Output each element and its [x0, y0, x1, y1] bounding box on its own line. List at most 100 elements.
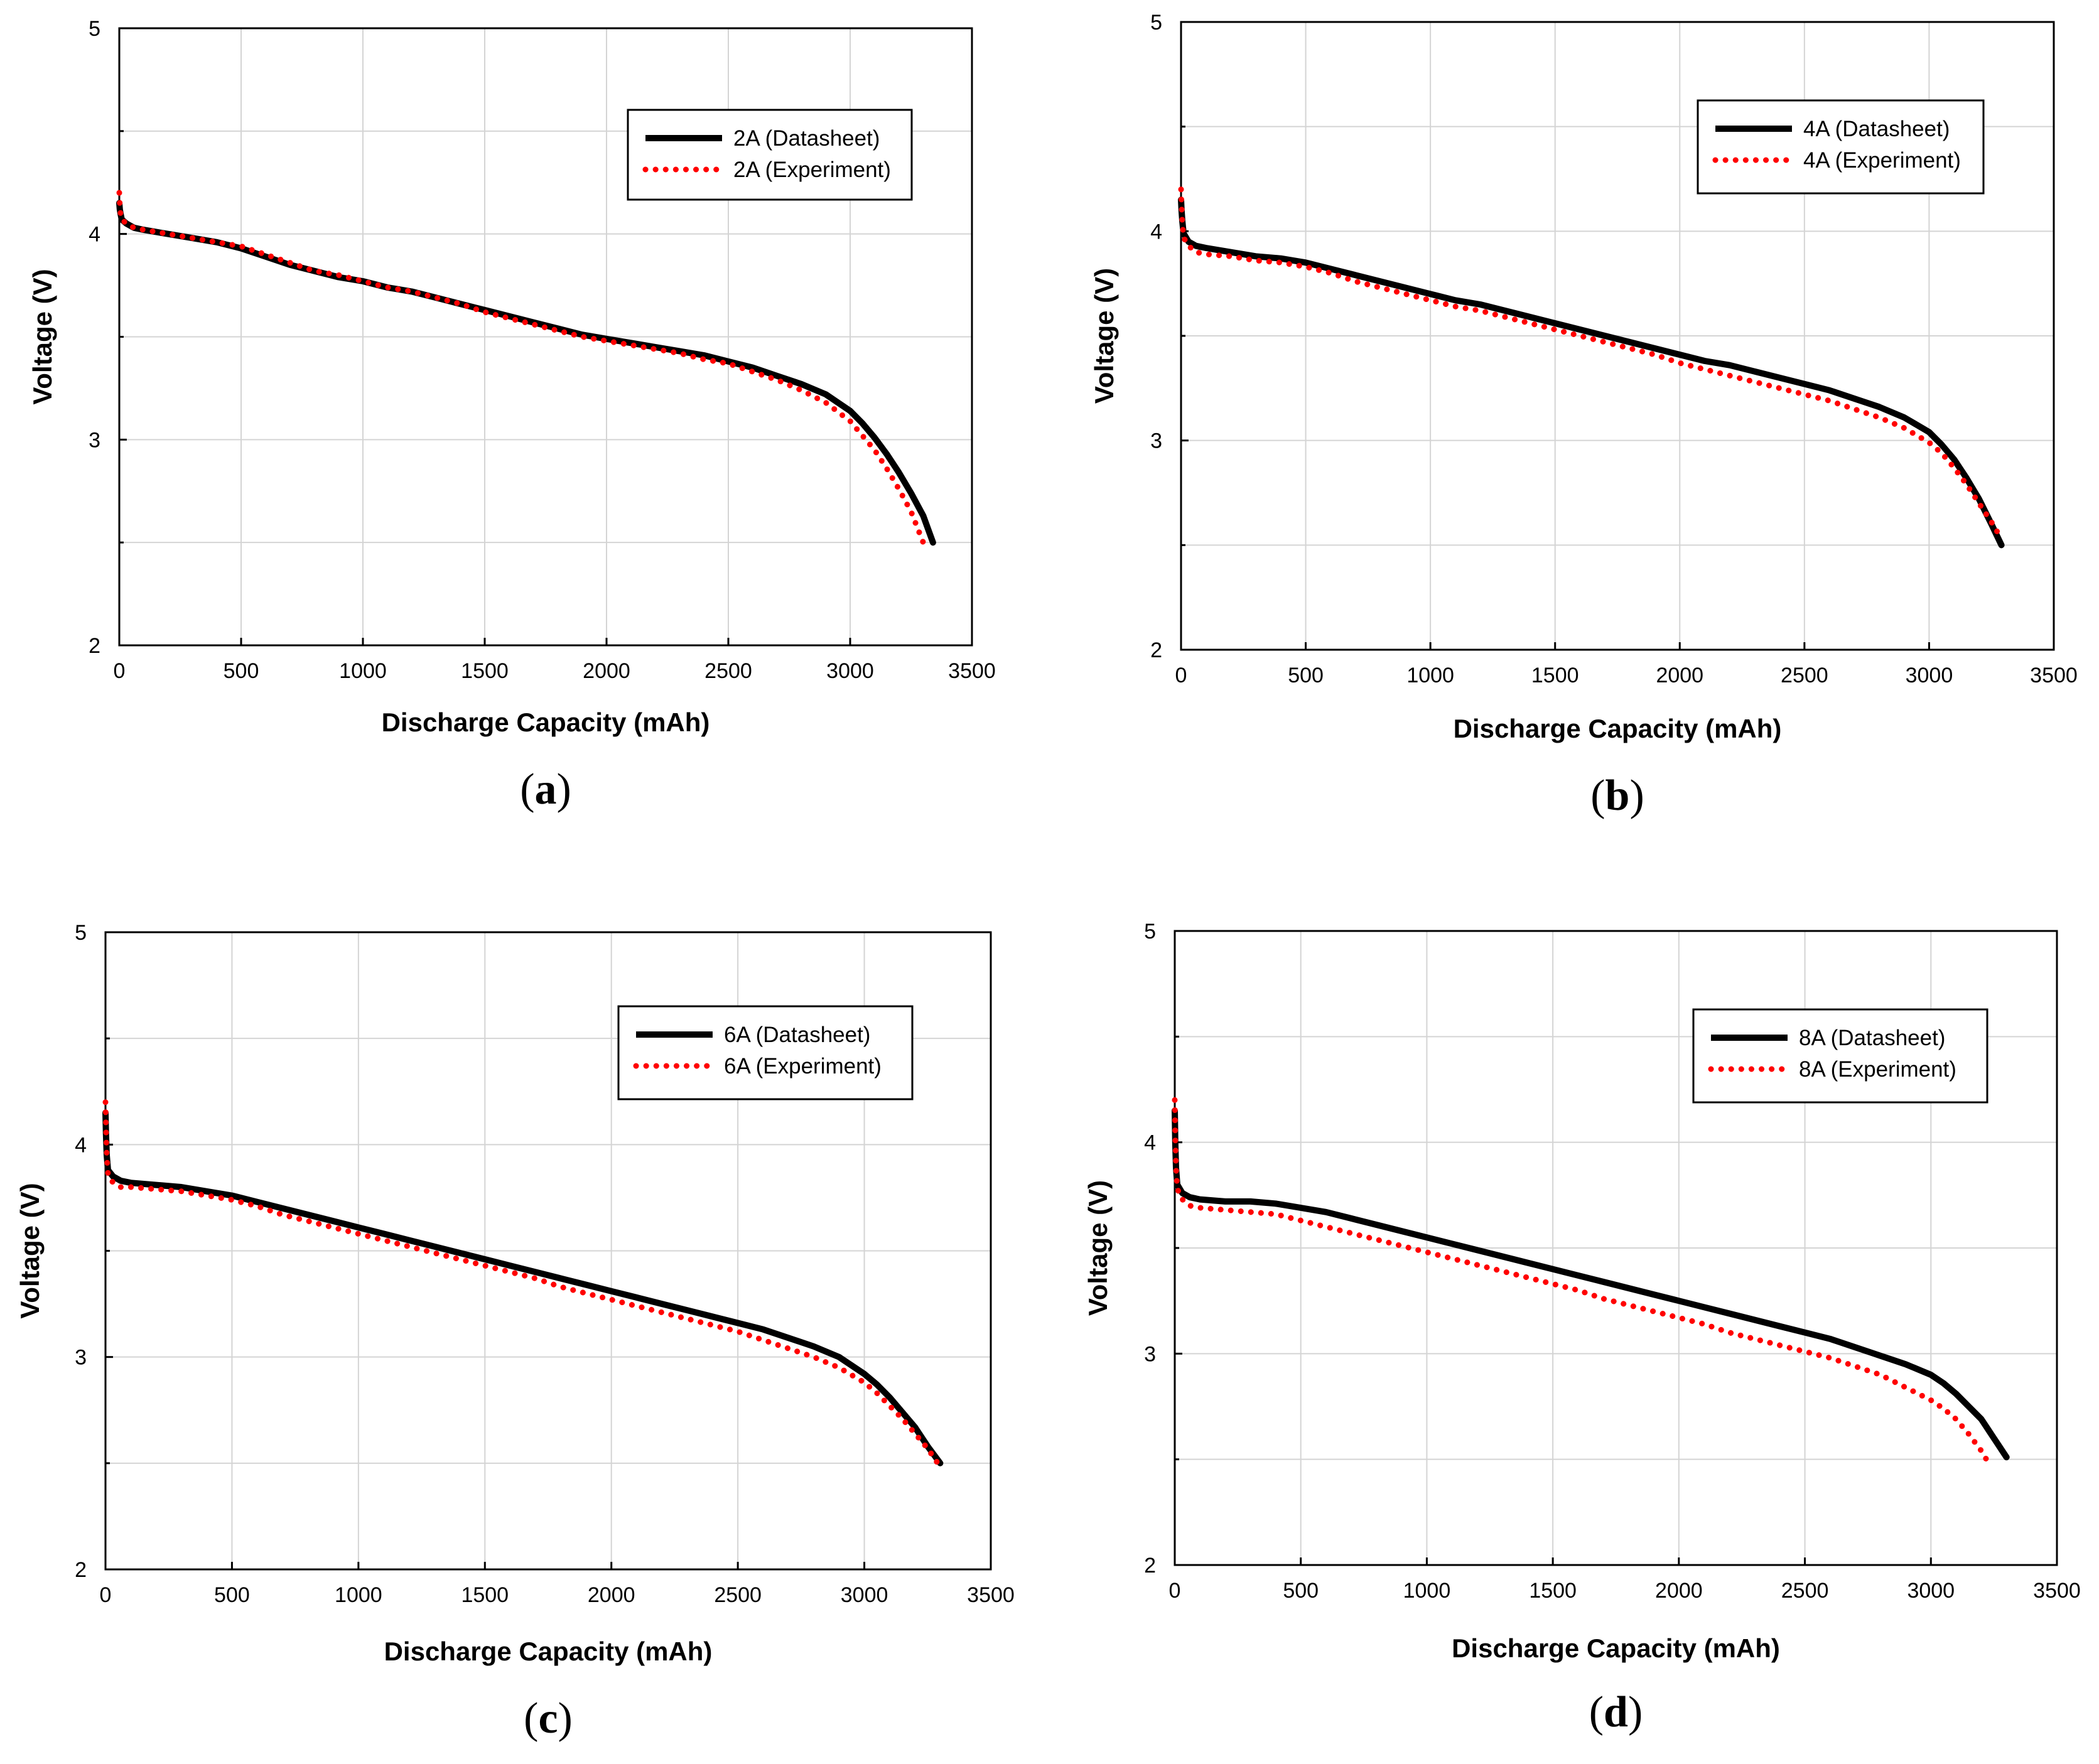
panel-caption: (d) — [1589, 1688, 1643, 1736]
caption-letter: a — [535, 765, 557, 814]
x-tick-label: 500 — [1283, 1579, 1319, 1603]
series-line-datasheet — [1178, 196, 2005, 549]
y-axis-title: Voltage (V) — [1089, 268, 1119, 404]
legend-label: 6A (Experiment) — [724, 1054, 882, 1078]
legend-label: 2A (Datasheet) — [733, 126, 880, 151]
caption-open-paren: ( — [524, 1694, 538, 1743]
chart-b-svg: 0 500 1000 1500 2000 2500 3000 3500 2 3 4 5 Discharg… — [1089, 11, 2078, 820]
x-tick-label: 0 — [1169, 1579, 1181, 1603]
x-tick-label: 3000 — [826, 659, 874, 683]
x-tick-label: 500 — [214, 1583, 250, 1607]
x-tick-label: 1500 — [1529, 1579, 1577, 1603]
legend-box — [1697, 99, 1985, 195]
y-tick-label: 3 — [1150, 429, 1162, 453]
legend-box — [1692, 1008, 1988, 1104]
x-tick-label: 2500 — [704, 659, 752, 683]
legend-label: 4A (Datasheet) — [1803, 117, 1950, 141]
y-tick-label: 3 — [1144, 1342, 1156, 1366]
caption-close-paren: ) — [1629, 772, 1644, 820]
y-tick-label: 5 — [89, 17, 100, 41]
y-axis-title: Voltage (V) — [15, 1183, 45, 1318]
x-tick-label: 2500 — [714, 1583, 762, 1607]
y-tick-label: 2 — [1144, 1554, 1156, 1578]
x-tick-label: 1000 — [1403, 1579, 1451, 1603]
panel-c: 0 500 1000 1500 2000 2500 3000 3500 2 3 4 5 Discharg… — [0, 882, 1049, 1764]
x-tick-label: 3500 — [967, 1583, 1015, 1607]
y-tick-label: 5 — [75, 921, 87, 945]
panel-caption: (c) — [524, 1694, 573, 1743]
caption-open-paren: ( — [1589, 1688, 1604, 1736]
panel-d: 0 500 1000 1500 2000 2500 3000 3500 2 3 4 5 Discharg… — [1049, 882, 2099, 1764]
series-line-experiment — [102, 1099, 941, 1466]
x-tick-label: 2000 — [1656, 664, 1703, 687]
series-line-datasheet — [116, 200, 936, 546]
x-tick-label: 0 — [1175, 664, 1187, 687]
y-tick-label: 3 — [75, 1346, 87, 1370]
x-tick-label: 3000 — [1907, 1579, 1955, 1603]
x-tick-label: 0 — [100, 1583, 112, 1607]
x-axis-title: Discharge Capacity (mAh) — [382, 707, 710, 737]
x-tick-label: 3500 — [948, 659, 996, 683]
y-tick-label: 3 — [89, 428, 100, 452]
caption-open-paren: ( — [520, 765, 534, 814]
y-axis-title: Voltage (V) — [28, 269, 57, 404]
series-line-experiment — [1172, 1097, 1990, 1463]
legend-label: 6A (Datasheet) — [724, 1023, 870, 1047]
caption-close-paren: ) — [1628, 1688, 1643, 1736]
x-tick-label: 3000 — [841, 1583, 888, 1607]
series-line-datasheet — [1172, 1107, 2010, 1461]
caption-open-paren: ( — [1590, 772, 1605, 820]
x-axis-title: Discharge Capacity (mAh) — [1452, 1633, 1780, 1663]
x-tick-label: 3500 — [2030, 664, 2078, 687]
y-tick-label: 4 — [1144, 1131, 1156, 1155]
legend-label: 2A (Experiment) — [733, 158, 891, 182]
legend-label: 4A (Experiment) — [1803, 148, 1961, 173]
series-line-datasheet — [102, 1109, 944, 1466]
x-axis-title: Discharge Capacity (mAh) — [384, 1637, 713, 1666]
x-axis-title: Discharge Capacity (mAh) — [1454, 714, 1782, 743]
x-tick-label: 2000 — [583, 659, 630, 683]
caption-letter: c — [538, 1694, 558, 1743]
legend-label: 8A (Datasheet) — [1799, 1026, 1945, 1050]
x-tick-label: 0 — [114, 659, 126, 683]
series-line-experiment — [1178, 186, 2005, 542]
x-tick-label: 3000 — [1906, 664, 1953, 687]
y-tick-label: 4 — [1150, 220, 1162, 244]
x-tick-label: 1000 — [339, 659, 387, 683]
y-axis-title: Voltage (V) — [1083, 1180, 1113, 1316]
panel-b: 0 500 1000 1500 2000 2500 3000 3500 2 3 4 5 Discharg… — [1049, 0, 2099, 882]
panel-a: 0 500 1000 1500 2000 2500 3000 3500 2 3 4 5 Discharg… — [0, 0, 1049, 882]
caption-letter: b — [1605, 772, 1630, 820]
y-tick-label: 5 — [1150, 11, 1162, 35]
y-tick-label: 2 — [89, 634, 100, 658]
x-tick-label: 1000 — [1406, 664, 1454, 687]
x-tick-label: 2500 — [1781, 664, 1828, 687]
chart-a-svg: 0 500 1000 1500 2000 2500 3000 3500 2 3 4 5 Discharg… — [28, 17, 996, 814]
y-tick-label: 4 — [89, 223, 100, 247]
panel-caption: (b) — [1590, 772, 1644, 820]
chart-c-svg: 0 500 1000 1500 2000 2500 3000 3500 2 3 4 5 Discharg… — [15, 921, 1015, 1743]
x-tick-label: 2000 — [1655, 1579, 1703, 1603]
x-tick-label: 2500 — [1781, 1579, 1829, 1603]
x-tick-label: 1500 — [461, 1583, 509, 1607]
legend-box — [627, 109, 913, 201]
x-tick-label: 3500 — [2033, 1579, 2081, 1603]
y-tick-label: 2 — [1150, 638, 1162, 662]
x-tick-label: 500 — [1288, 664, 1324, 687]
x-tick-label: 1500 — [1531, 664, 1579, 687]
x-tick-label: 500 — [224, 659, 259, 683]
caption-close-paren: ) — [557, 765, 571, 814]
y-tick-label: 5 — [1144, 920, 1156, 944]
y-tick-label: 2 — [75, 1558, 87, 1582]
panel-caption: (a) — [520, 765, 571, 814]
x-tick-label: 2000 — [588, 1583, 635, 1607]
caption-close-paren: ) — [558, 1694, 573, 1743]
y-tick-label: 4 — [75, 1133, 87, 1157]
chart-d-svg: 0 500 1000 1500 2000 2500 3000 3500 2 3 4 5 Discharg… — [1083, 920, 2081, 1736]
x-tick-label: 1000 — [335, 1583, 382, 1607]
x-tick-label: 1500 — [461, 659, 509, 683]
caption-letter: d — [1604, 1688, 1628, 1736]
series-line-experiment — [116, 190, 926, 546]
legend-box — [617, 1005, 914, 1100]
legend-label: 8A (Experiment) — [1799, 1057, 1956, 1082]
